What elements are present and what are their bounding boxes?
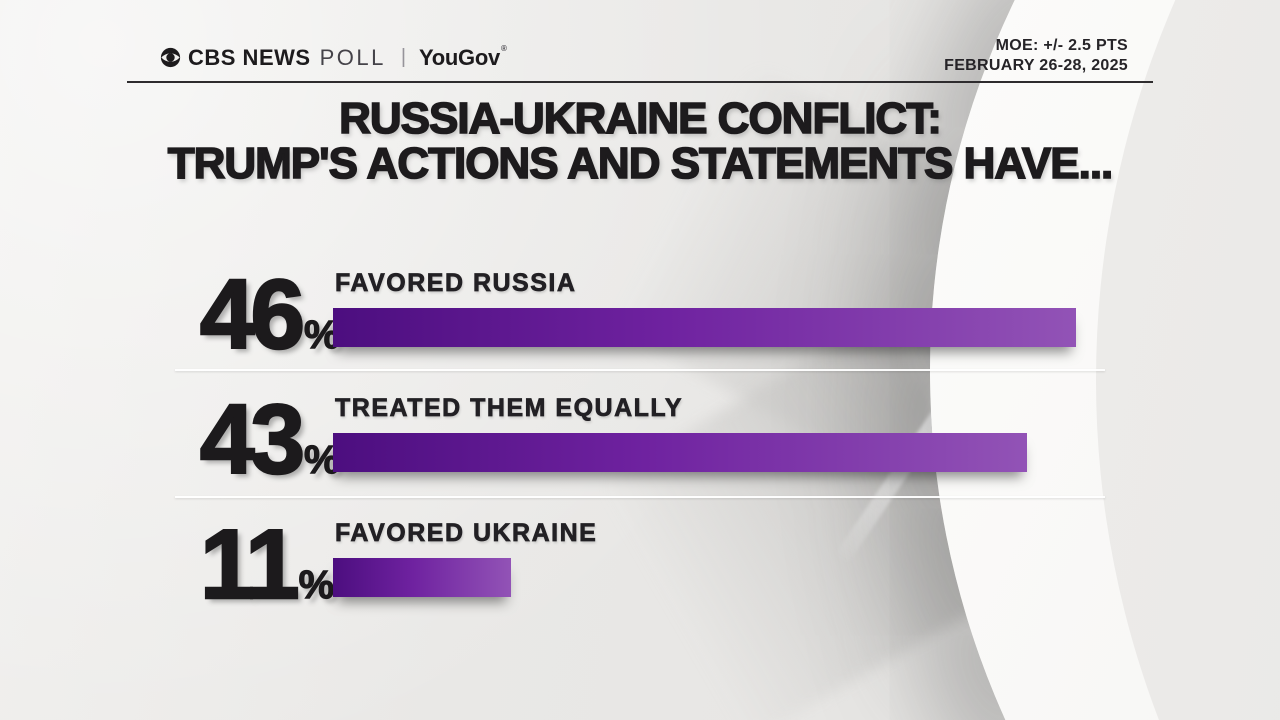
value-number: 43 (199, 384, 307, 494)
value-label: 11% (199, 514, 335, 615)
cbs-news-wordmark: CBS NEWS (188, 44, 311, 70)
value-number: 11 (199, 509, 301, 619)
poll-row: 11% FAVORED UKRAINE (199, 514, 1100, 615)
page-title: RUSSIA-UKRAINE CONFLICT: TRUMP'S ACTIONS… (0, 94, 1280, 188)
bar-column: TREATED THEM EQUALLY (333, 390, 1027, 472)
poll-wordmark: POLL (319, 44, 386, 70)
poll-dates: FEBRUARY 26-28, 2025 (944, 57, 1128, 74)
bar (333, 433, 1027, 472)
yougov-wordmark: YouGov® (419, 44, 507, 70)
poll-row: 46% FAVORED RUSSIA (199, 264, 1100, 364)
header-divider (127, 81, 1153, 83)
bar (333, 308, 1076, 347)
category-label: FAVORED UKRAINE (335, 519, 598, 547)
poll-row: 43% TREATED THEM EQUALLY (199, 389, 1100, 489)
category-label: FAVORED RUSSIA (335, 269, 577, 297)
title-line-1: RUSSIA-UKRAINE CONFLICT: (338, 94, 942, 143)
bar-column: FAVORED UKRAINE (333, 515, 597, 597)
row-divider (175, 496, 1105, 498)
poll-meta: MOE: +/- 2.5 PTS FEBRUARY 26-28, 2025 (944, 36, 1128, 76)
bar (333, 558, 511, 597)
value-label: 43% (199, 389, 340, 490)
cbs-eye-icon (160, 47, 181, 68)
brand-logo: CBS NEWS POLL | YouGov® (160, 44, 507, 71)
percent-sign: % (298, 562, 335, 607)
margin-of-error: MOE: +/- 2.5 PTS (995, 37, 1128, 54)
row-divider (175, 369, 1105, 371)
category-label: TREATED THEM EQUALLY (335, 394, 684, 422)
bar-column: FAVORED RUSSIA (333, 265, 1076, 347)
header: CBS NEWS POLL | YouGov® MOE: +/- 2.5 PTS… (0, 0, 1280, 84)
title-line-2: TRUMP'S ACTIONS AND STATEMENTS HAVE... (167, 139, 1114, 188)
value-label: 46% (199, 264, 340, 365)
value-number: 46 (199, 259, 307, 369)
yougov-trademark: ® (500, 44, 507, 53)
brand-separator: | (400, 46, 407, 68)
